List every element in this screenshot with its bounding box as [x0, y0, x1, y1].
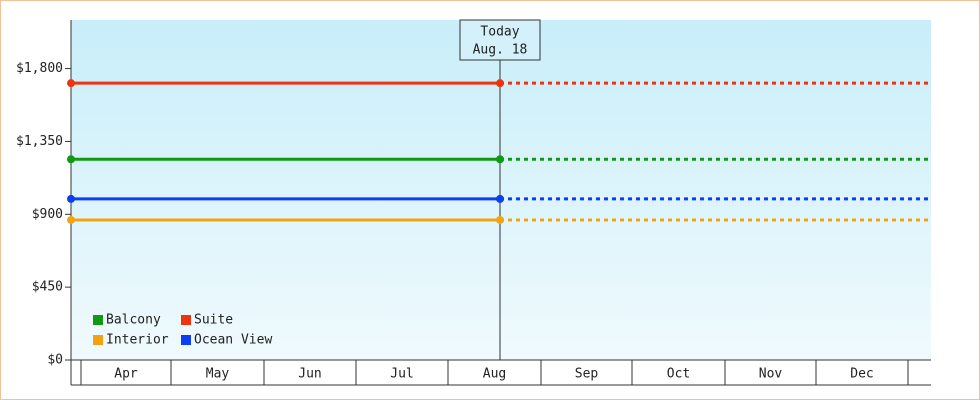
point: [496, 215, 504, 224]
legend-label: Ocean View: [194, 333, 272, 348]
y-tick-label: $450: [32, 280, 63, 295]
legend-label: Balcony: [106, 313, 161, 328]
legend-swatch: [181, 315, 191, 325]
point: [496, 155, 504, 164]
point: [496, 79, 504, 88]
today-date: Aug. 18: [473, 43, 528, 58]
point: [67, 194, 75, 203]
y-tick-label: $900: [32, 207, 63, 222]
x-tick-label: Jun: [298, 367, 321, 382]
legend-swatch: [93, 335, 103, 345]
point: [67, 155, 75, 164]
point: [496, 194, 504, 203]
legend-label: Suite: [194, 313, 233, 328]
plot-area: [71, 20, 931, 360]
today-box: [459, 19, 541, 61]
legend-swatch: [181, 335, 191, 345]
x-tick-label: Jul: [390, 367, 413, 382]
x-tick-label: Apr: [114, 367, 138, 382]
y-tick-label: $1,800: [16, 61, 63, 76]
x-tick-label: Nov: [759, 367, 783, 382]
today-title: Today: [480, 25, 519, 40]
x-tick-label: May: [206, 367, 230, 382]
legend-label: Interior: [106, 333, 169, 348]
point: [67, 215, 75, 224]
legend-swatch: [93, 315, 103, 325]
x-tick-label: Dec: [850, 367, 873, 382]
y-tick-label: $1,350: [16, 134, 63, 149]
x-tick-label: Oct: [667, 367, 690, 382]
point: [67, 79, 75, 88]
x-tick-label: Aug: [483, 367, 506, 382]
y-tick-label: $0: [47, 353, 63, 368]
x-tick-label: Sep: [575, 367, 599, 382]
